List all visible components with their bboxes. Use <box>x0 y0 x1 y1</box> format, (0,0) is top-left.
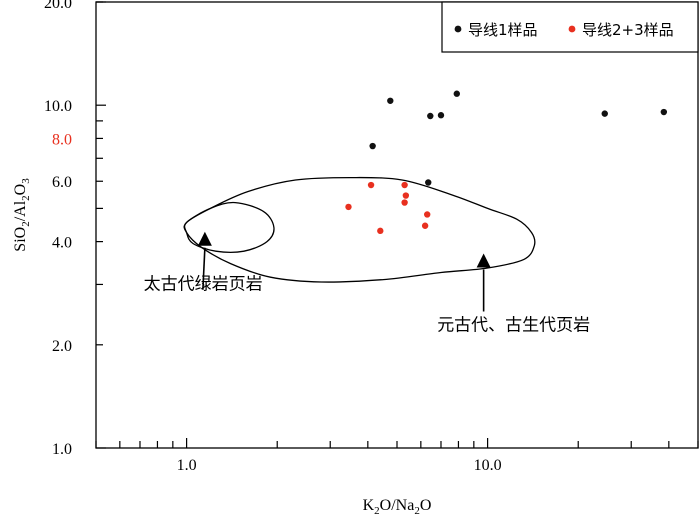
y-axis-title: SiO2/Al2O3 <box>12 178 32 252</box>
x-tick-label: 1.0 <box>177 457 197 474</box>
data-point <box>601 110 608 117</box>
data-point <box>345 203 352 211</box>
y-tick-label: 2.0 <box>52 338 72 355</box>
annotation-2: 元古代、古生代页岩 <box>437 253 590 336</box>
annotation-arrowhead <box>197 231 212 246</box>
legend-label-series-1: 导线1样品 <box>468 21 538 39</box>
data-point <box>401 181 408 189</box>
legend-label-series-2: 导线2+3样品 <box>582 21 674 39</box>
annotation-1: 太古代绿岩页岩 <box>144 231 263 294</box>
series-2 <box>345 181 431 235</box>
data-point <box>367 181 375 189</box>
data-point <box>453 90 460 97</box>
y-tick-label: 10.0 <box>44 98 72 115</box>
annotation-arrowhead <box>476 253 491 268</box>
y-axis-tick-labels: 1.0 2.0 4.0 6.0 8.0 10.0 20.0 <box>44 0 72 458</box>
legend-marker-series-2 <box>568 25 576 33</box>
y-axis-ticks <box>96 1 106 449</box>
x-axis-ticks <box>95 438 699 448</box>
data-point <box>437 112 445 119</box>
inner-field <box>183 201 275 253</box>
legend-marker-series-1 <box>454 25 462 33</box>
plot-frame <box>95 1 699 449</box>
y-tick-label: 20.0 <box>44 0 72 12</box>
compositional-fields <box>183 176 536 283</box>
x-axis-tick-labels: 1.0 10.0 <box>177 457 502 474</box>
data-point <box>369 142 376 150</box>
data-point <box>427 112 434 120</box>
series-1 <box>369 90 668 186</box>
y-tick-label: 1.0 <box>52 441 72 458</box>
x-axis-title: K2O/Na2O <box>363 497 432 515</box>
data-point <box>424 211 431 218</box>
data-point <box>660 108 668 116</box>
annotation-label: 太古代绿岩页岩 <box>144 274 263 294</box>
annotation-arrow-shaft <box>202 247 206 290</box>
data-points <box>345 90 668 235</box>
data-point <box>387 97 394 104</box>
data-point <box>377 227 384 235</box>
y-tick-label: 8.0 <box>52 131 72 148</box>
data-point <box>401 199 408 206</box>
x-tick-label: 10.0 <box>474 457 502 474</box>
annotation-label: 元古代、古生代页岩 <box>437 316 590 336</box>
y-tick-label: 6.0 <box>52 174 72 191</box>
outer-field <box>183 176 536 283</box>
y-tick-label: 4.0 <box>52 235 72 252</box>
legend: 导线1样品 导线2+3样品 <box>441 1 699 53</box>
data-point <box>402 192 410 199</box>
data-point <box>421 222 429 229</box>
data-point <box>425 179 432 186</box>
